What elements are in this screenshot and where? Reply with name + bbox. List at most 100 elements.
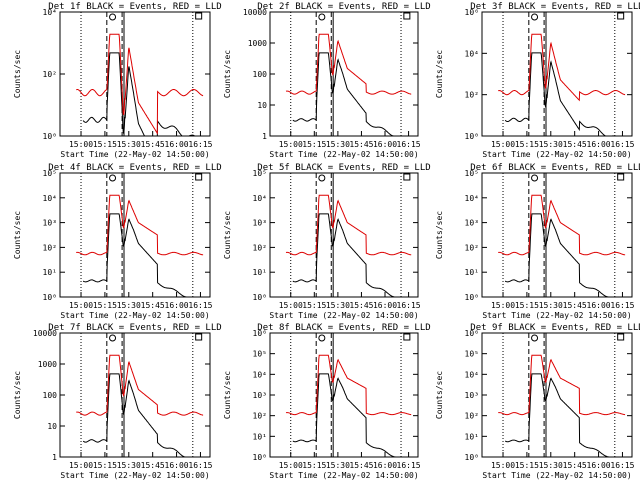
y-tick-label: 10⁰: [253, 453, 267, 462]
y-tick-label: 100: [253, 70, 268, 79]
x-tick-label: 16:00: [587, 140, 611, 149]
panel-6: Det 6f BLACK = Events, RED = LLD Counts/s…: [435, 163, 640, 320]
y-tick-label: 10⁰: [465, 453, 479, 462]
x-tick-label: 15:15: [93, 461, 117, 470]
x-tick-label: 15:45: [349, 461, 373, 470]
y-tick-label: 10⁰: [465, 132, 479, 141]
y-tick-label: 10²: [465, 412, 479, 421]
y-axis-label: Counts/sec: [223, 371, 232, 419]
x-tick-label: 15:45: [141, 461, 165, 470]
y-tick-label: 10²: [253, 243, 267, 252]
panel-9: Det 9f BLACK = Events, RED = LLD Counts/s…: [435, 323, 640, 480]
y-tick-label: 10³: [465, 391, 479, 400]
y-tick-label: 10000: [33, 329, 57, 338]
y-tick-label: 10³: [253, 219, 267, 228]
top-marker-circle: [318, 174, 326, 182]
x-tick-label: 15:45: [563, 301, 587, 310]
x-tick-label: 15:15: [515, 140, 539, 149]
top-marker-square: [403, 12, 411, 20]
x-tick-label: 15:45: [349, 140, 373, 149]
events-series-line: [504, 52, 620, 137]
panel-title: Det 6f BLACK = Events, RED = LLD: [470, 163, 640, 173]
y-tick-label: 10⁵: [465, 169, 479, 178]
x-tick-label: 16:15: [397, 301, 421, 310]
panel-title: Det 5f BLACK = Events, RED = LLD: [257, 163, 430, 173]
y-tick-label: 10⁵: [43, 169, 57, 178]
y-tick-label: 10: [257, 101, 267, 110]
x-tick-label: 15:00: [491, 140, 515, 149]
lld-series-line: [285, 354, 412, 416]
x-axis-label: Start Time (22-May-02 14:50:00): [269, 471, 418, 480]
top-marker-circle: [109, 174, 117, 182]
y-tick-label: 10⁴: [43, 194, 57, 203]
y-axis-label: Counts/sec: [435, 211, 444, 259]
y-tick-label: 10⁴: [465, 49, 479, 58]
x-tick-label: 16:00: [165, 140, 189, 149]
plot-frame: [59, 332, 211, 458]
x-tick-label: 15:00: [491, 301, 515, 310]
x-tick-label: 15:00: [279, 461, 303, 470]
panel-8: Det 8f BLACK = Events, RED = LLD Counts/s…: [223, 323, 431, 480]
plot-frame: [269, 172, 419, 298]
top-marker-square: [195, 333, 203, 341]
top-marker-square: [195, 12, 203, 20]
x-tick-label: 16:15: [610, 461, 634, 470]
y-tick-label: 10⁰: [465, 293, 479, 302]
x-tick-label: 15:45: [141, 140, 165, 149]
x-tick-label: 15:30: [117, 301, 141, 310]
top-marker-circle: [531, 13, 539, 21]
x-tick-label: 15:15: [302, 301, 326, 310]
x-tick-label: 15:30: [326, 301, 350, 310]
events-series-line: [82, 373, 198, 458]
y-tick-label: 10⁵: [253, 169, 267, 178]
y-tick-label: 10¹: [465, 432, 479, 441]
panel-title: Det 7f BLACK = Events, RED = LLD: [48, 323, 221, 333]
panel-title: Det 8f BLACK = Events, RED = LLD: [257, 323, 430, 333]
top-marker-circle: [531, 334, 539, 342]
y-tick-label: 10⁰: [43, 293, 57, 302]
top-marker-circle: [531, 174, 539, 182]
x-tick-label: 16:00: [587, 461, 611, 470]
x-axis-label: Start Time (22-May-02 14:50:00): [482, 150, 631, 159]
x-tick-label: 15:45: [563, 140, 587, 149]
x-axis-label: Start Time (22-May-02 14:50:00): [269, 150, 418, 159]
top-marker-circle: [318, 334, 326, 342]
events-series-line: [504, 213, 620, 298]
y-tick-label: 10¹: [253, 268, 267, 277]
plot-frame: [481, 172, 633, 298]
y-tick-label: 10³: [253, 391, 267, 400]
lld-series-line: [498, 194, 626, 256]
y-axis-label: Counts/sec: [223, 50, 232, 98]
x-tick-label: 15:30: [539, 140, 563, 149]
x-tick-label: 16:00: [165, 301, 189, 310]
y-tick-label: 10¹: [465, 268, 479, 277]
top-marker-square: [195, 173, 203, 181]
x-tick-label: 15:30: [539, 461, 563, 470]
lld-series-line: [76, 194, 204, 256]
panel-4: Det 4f BLACK = Events, RED = LLD Counts/s…: [13, 163, 222, 320]
x-tick-label: 15:30: [326, 461, 350, 470]
x-tick-label: 16:15: [188, 461, 212, 470]
y-tick-label: 10⁴: [465, 194, 479, 203]
events-series-line: [82, 52, 198, 137]
events-series-line: [504, 373, 620, 458]
panel-title: Det 2f BLACK = Events, RED = LLD: [257, 2, 430, 12]
x-tick-label: 15:15: [515, 461, 539, 470]
plot-frame: [59, 11, 211, 137]
panel-5: Det 5f BLACK = Events, RED = LLD Counts/s…: [223, 163, 431, 320]
y-tick-label: 10⁰: [253, 293, 267, 302]
y-axis-label: Counts/sec: [13, 371, 22, 419]
lld-series-line: [76, 33, 204, 135]
top-marker-circle: [109, 334, 117, 342]
x-tick-label: 16:00: [373, 301, 397, 310]
x-axis-label: Start Time (22-May-02 14:50:00): [60, 311, 209, 320]
x-axis-label: Start Time (22-May-02 14:50:00): [60, 150, 209, 159]
x-tick-label: 15:15: [302, 140, 326, 149]
plot-frame: [59, 172, 211, 298]
y-tick-label: 10¹: [43, 268, 57, 277]
y-tick-label: 10¹: [253, 432, 267, 441]
y-tick-label: 10⁰: [43, 132, 57, 141]
panel-title: Det 9f BLACK = Events, RED = LLD: [470, 323, 640, 333]
x-axis-label: Start Time (22-May-02 14:50:00): [482, 311, 631, 320]
y-tick-label: 10⁵: [253, 350, 267, 359]
